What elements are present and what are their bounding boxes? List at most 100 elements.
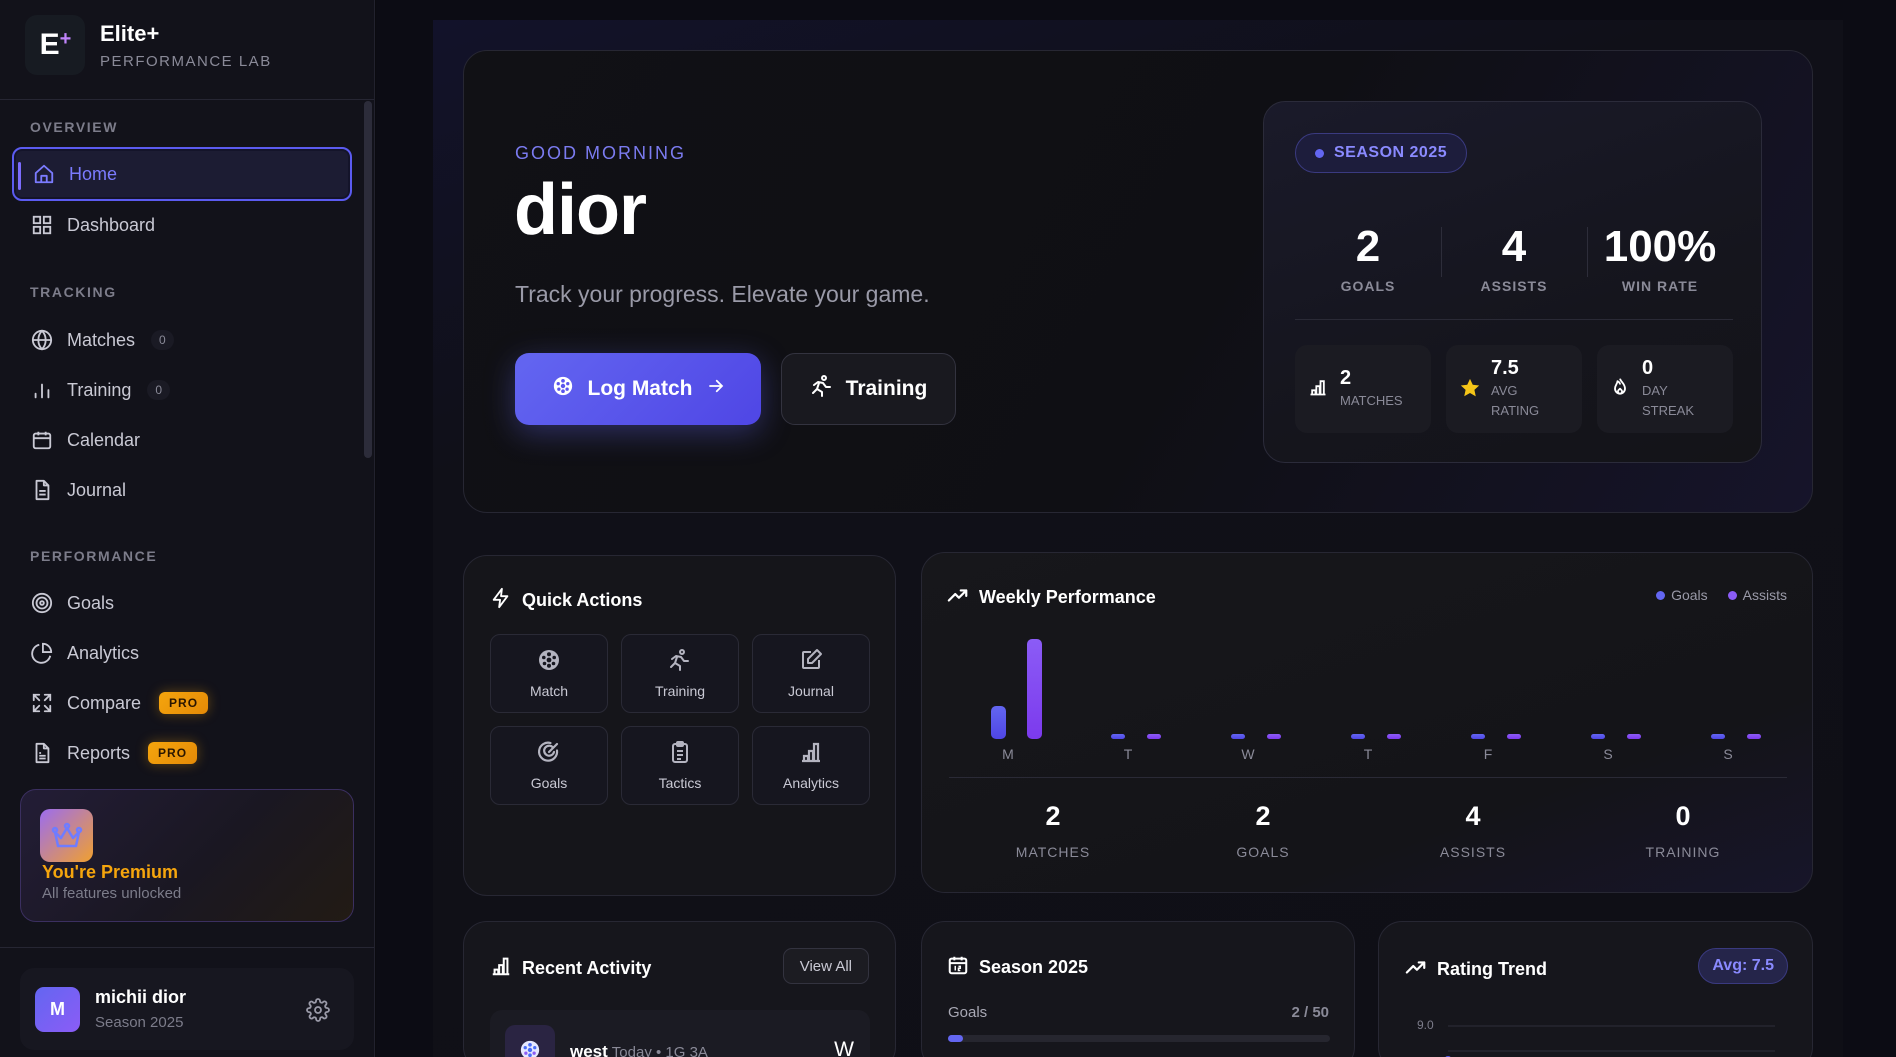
goals-bar: [1351, 734, 1365, 739]
quick-action-goals[interactable]: Goals: [490, 726, 608, 805]
quick-actions-title: Quick Actions: [490, 587, 642, 614]
season-pill: SEASON 2025: [1295, 133, 1468, 173]
sidebar-item-label: Reports: [67, 742, 131, 763]
goals-bar: [1711, 734, 1725, 739]
stat-label: ASSISTS: [1439, 844, 1507, 860]
weekly-stat-goals: 2 GOALS: [1158, 801, 1368, 860]
stat-label: GOALS: [1236, 844, 1290, 860]
target-icon: [537, 740, 561, 767]
training-button[interactable]: Training: [781, 353, 956, 425]
sidebar-item-training[interactable]: Training 0: [12, 363, 352, 417]
stat-label: MATCHES: [1015, 844, 1091, 860]
quick-action-label: Training: [654, 683, 706, 699]
sidebar-item-matches[interactable]: Matches 0: [12, 313, 352, 367]
sidebar-item-compare[interactable]: Compare PRO: [12, 676, 352, 730]
sidebar-item-label: Calendar: [67, 429, 141, 450]
soccer-ball-icon: [505, 1025, 555, 1057]
target-icon: [30, 591, 54, 615]
bar-group: [1428, 619, 1548, 739]
quick-actions-card: Quick Actions Match Training Journal Goa…: [463, 555, 896, 896]
assists-bar: [1626, 734, 1641, 739]
sidebar-scrollbar[interactable]: [364, 101, 372, 458]
stat-label: WIN RATE: [1621, 278, 1699, 294]
rating-trend-card: Rating Trend Avg: 7.5 9.0: [1378, 921, 1813, 1057]
mini-stat-value: 7.5: [1491, 357, 1519, 379]
view-all-button[interactable]: View All: [782, 948, 869, 984]
rating-line: [1445, 1025, 1775, 1057]
weekly-performance-title: Weekly Performance: [947, 584, 1156, 611]
clipboard-icon: [668, 740, 692, 767]
log-match-button[interactable]: Log Match: [515, 353, 761, 425]
activity-item[interactable]: west Today • 1G 3A W: [490, 1010, 870, 1057]
calendar-icon: [947, 954, 969, 981]
quick-action-label: Tactics: [658, 775, 702, 791]
quick-action-analytics[interactable]: Analytics: [752, 726, 870, 805]
goals-bar: [1591, 734, 1605, 739]
sidebar-item-label: Matches: [67, 329, 136, 350]
sidebar-item-home[interactable]: Home: [12, 147, 352, 201]
premium-title: You're Premium: [42, 862, 178, 882]
quick-action-journal[interactable]: Journal: [752, 634, 870, 713]
count-badge: 0: [147, 380, 171, 400]
bar-group: [1188, 619, 1308, 739]
mini-stat-day-streak: 0 DAY STREAK: [1597, 345, 1733, 433]
sidebar-item-goals[interactable]: Goals: [12, 576, 352, 630]
goals-bar: [991, 706, 1006, 739]
stat-value: 2: [1255, 801, 1271, 831]
bar-chart-icon: [30, 378, 54, 402]
report-icon: [30, 741, 54, 765]
weekly-performance-card: Weekly Performance Goals Assists M T W T F S S…: [921, 552, 1813, 893]
section-tracking: TRACKING: [30, 284, 117, 300]
bar-group: [1668, 619, 1788, 739]
sidebar-item-dashboard[interactable]: Dashboard: [12, 198, 352, 252]
premium-card[interactable]: You're Premium All features unlocked: [20, 789, 354, 922]
mini-stat-value: 0: [1642, 357, 1654, 379]
divider: [949, 777, 1787, 778]
pro-badge: PRO: [159, 692, 209, 714]
activity-result: W: [834, 1038, 854, 1057]
pro-badge: PRO: [148, 742, 198, 764]
quick-action-tactics[interactable]: Tactics: [621, 726, 739, 805]
app-logo[interactable]: E +: [25, 15, 85, 75]
running-icon: [810, 374, 834, 404]
stat-goals: 2 GOALS: [1295, 222, 1441, 294]
assists-bar: [1026, 639, 1042, 739]
goals-bar: [1231, 734, 1245, 739]
mini-stat-label: RATING: [1491, 403, 1540, 418]
legend-label: Assists: [1742, 587, 1787, 603]
quick-actions-grid: Match Training Journal Goals Tactics Ana…: [490, 634, 870, 805]
lightning-icon: [490, 587, 512, 614]
quick-action-label: Journal: [788, 683, 834, 699]
assists-bar: [1266, 734, 1281, 739]
season-stats: 2 GOALS 4 ASSISTS 100% WIN RATE: [1295, 222, 1733, 294]
gear-icon[interactable]: [306, 998, 330, 1022]
activity-opponent: west: [570, 1042, 608, 1057]
assists-bar: [1386, 734, 1401, 739]
trending-up-icon: [1405, 956, 1427, 983]
sidebar-item-reports[interactable]: Reports PRO: [12, 726, 352, 780]
pie-chart-icon: [30, 641, 54, 665]
premium-subtitle: All features unlocked: [42, 885, 182, 902]
sidebar-item-calendar[interactable]: Calendar: [12, 413, 352, 467]
bar-chart-icon: [490, 955, 512, 982]
sidebar: E + Elite+ PERFORMANCE LAB OVERVIEW Home …: [0, 0, 375, 1057]
season-progress-card: Season 2025 Goals 2 / 50: [921, 921, 1355, 1057]
avg-rating-badge: Avg: 7.5: [1698, 948, 1788, 984]
sidebar-item-analytics[interactable]: Analytics: [12, 626, 352, 680]
greeting: GOOD MORNING: [515, 143, 686, 163]
calendar-icon: [30, 428, 54, 452]
mini-stat-label: STREAK: [1642, 403, 1695, 418]
activity-text: west Today • 1G 3A: [570, 1042, 708, 1057]
hero-name: dior: [514, 170, 647, 250]
quick-action-match[interactable]: Match: [490, 634, 608, 713]
goals-progress-bar: [948, 1035, 1330, 1042]
quick-action-training[interactable]: Training: [621, 634, 739, 713]
quick-action-label: Match: [529, 683, 569, 699]
bar-group: [948, 619, 1068, 739]
running-icon: [668, 648, 692, 675]
avatar: M: [35, 987, 80, 1032]
divider: [0, 947, 374, 948]
sidebar-item-journal[interactable]: Journal: [12, 463, 352, 517]
user-profile[interactable]: M michii dior Season 2025: [20, 968, 354, 1050]
